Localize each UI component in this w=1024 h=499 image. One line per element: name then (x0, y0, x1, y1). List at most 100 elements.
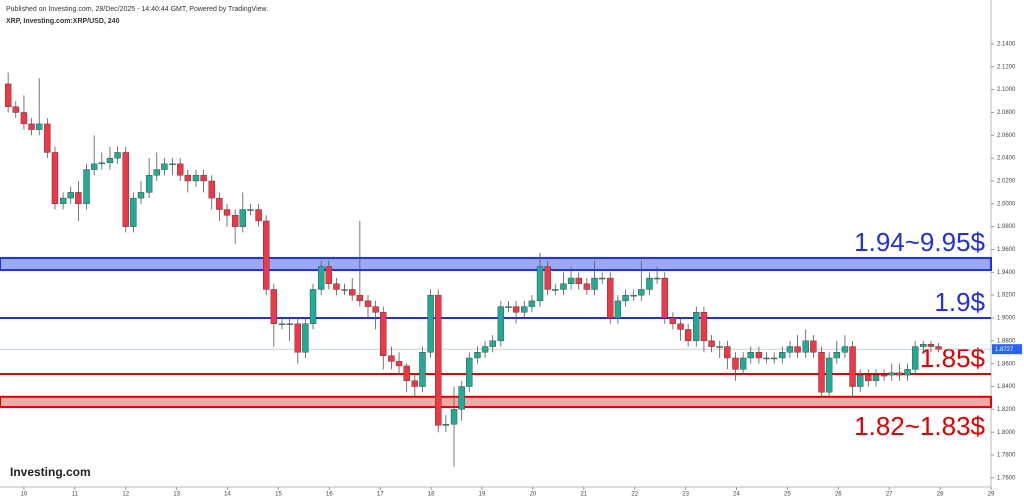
candle-body (865, 374, 872, 382)
x-tick-label: 12 (122, 492, 129, 498)
candle-body (419, 352, 426, 387)
candle-body (763, 357, 770, 360)
candle-body (677, 323, 684, 330)
candle-body (44, 123, 51, 153)
x-tick-label: 13 (173, 492, 180, 498)
candle-body (458, 386, 465, 410)
candle-body (192, 175, 200, 182)
candle-body (223, 209, 231, 216)
candle-body (28, 123, 35, 130)
candle-body (114, 152, 121, 159)
candle-body (270, 289, 278, 324)
candle-body (560, 283, 567, 290)
candle-body (106, 157, 114, 163)
candle-body (130, 197, 137, 227)
candle-body (372, 306, 379, 313)
candle-body (708, 340, 715, 347)
level-label: 1.9$ (934, 287, 985, 317)
candle-body (286, 323, 293, 325)
candle-body (544, 266, 551, 290)
symbol-text: XRP, Investing.com:XRP/USD, 240 (6, 18, 120, 25)
candle-body (317, 266, 325, 290)
candle-body (880, 374, 888, 377)
candle-body (911, 346, 919, 370)
y-tick-label: 1.9000 (997, 316, 1016, 322)
candle-body (239, 209, 246, 227)
candle-body (622, 294, 629, 302)
x-tick-label: 24 (733, 492, 740, 498)
candle-body (403, 365, 410, 382)
candle-body (364, 300, 372, 307)
y-tick-label: 2.0600 (997, 133, 1016, 139)
x-tick-label: 27 (886, 492, 893, 498)
x-tick-label: 17 (377, 492, 384, 498)
candle-body (20, 112, 28, 125)
x-tick-label: 26 (835, 492, 842, 498)
candle-body (536, 266, 544, 302)
candle-body (466, 357, 473, 387)
candle-body (638, 289, 645, 296)
x-tick-label: 22 (631, 492, 638, 498)
y-tick-label: 1.7600 (997, 475, 1016, 481)
candle-body (380, 312, 387, 356)
zone-band (0, 395, 992, 409)
candle-body (98, 162, 105, 165)
y-tick-label: 2.1400 (997, 42, 1016, 48)
level-label: 1.94~9.95$ (854, 227, 985, 257)
candle-body (341, 289, 348, 291)
candle-body (794, 346, 801, 353)
candle-body (607, 277, 614, 319)
candle-body (669, 317, 677, 324)
x-tick-label: 21 (580, 492, 587, 498)
y-tick-label: 2.1200 (997, 64, 1016, 70)
candle-body (614, 300, 622, 319)
candle-body (481, 346, 489, 353)
candle-body (59, 197, 67, 205)
candle-body (841, 346, 849, 353)
candle-body (435, 294, 442, 426)
candle-body (309, 289, 317, 324)
published-text: Published on Investing.com, 28/Dec/2025 … (6, 6, 268, 13)
candle-body (888, 372, 895, 376)
candle-body (872, 374, 880, 382)
candle-body (169, 163, 176, 166)
candle-body (137, 192, 145, 199)
candle-body (122, 152, 129, 227)
y-tick-label: 2.0000 (997, 201, 1016, 207)
y-tick-label: 1.9800 (997, 224, 1016, 230)
y-tick-label: 1.8200 (997, 407, 1016, 413)
y-tick-label: 1.9200 (997, 293, 1016, 299)
candle-body (661, 277, 668, 319)
candle-body (747, 352, 754, 359)
candle-body (75, 192, 82, 205)
candle-body (263, 220, 270, 290)
y-tick-label: 2.1000 (997, 87, 1016, 93)
candle-body (833, 352, 840, 359)
y-tick-label: 1.8800 (997, 338, 1016, 344)
candle-body (732, 357, 739, 370)
candle-body (333, 283, 340, 290)
candle-body (700, 312, 708, 342)
candle-body (935, 346, 942, 350)
candle-body (388, 355, 395, 362)
candle-body (716, 346, 723, 348)
candle-body (450, 409, 458, 425)
candle-body (770, 357, 778, 360)
candle-body (176, 163, 184, 176)
x-tick-label: 23 (682, 492, 689, 498)
x-tick-label: 25 (784, 492, 791, 498)
x-tick-label: 20 (530, 492, 537, 498)
level-label: 1.82~1.83$ (854, 411, 985, 441)
x-tick-label: 29 (988, 492, 995, 498)
candle-body (4, 83, 12, 107)
candle-body (810, 340, 817, 353)
candle-body (325, 266, 333, 284)
candle-body (552, 289, 559, 291)
candle-body (786, 346, 794, 353)
candle-body (356, 294, 364, 302)
candle-body (294, 323, 301, 353)
candle-body (497, 306, 505, 342)
candle-body (161, 163, 168, 170)
